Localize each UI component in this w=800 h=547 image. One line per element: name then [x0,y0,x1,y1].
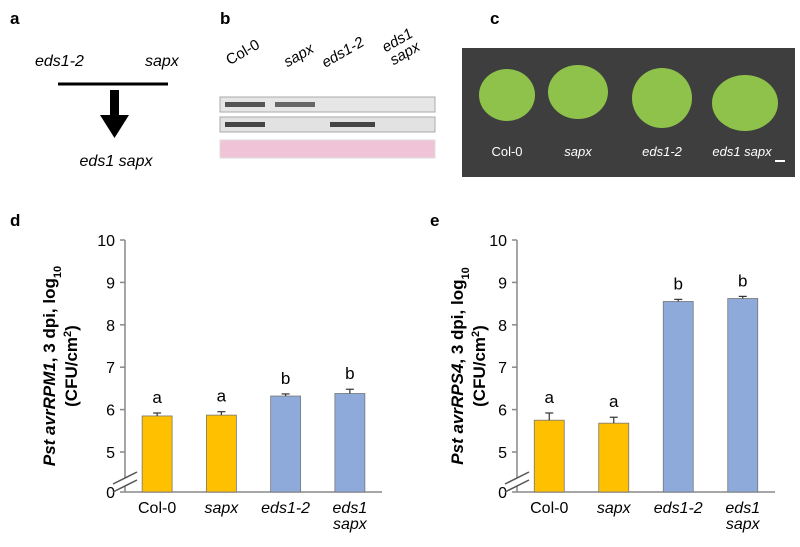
arrow-shaft [110,90,119,117]
plant-label: sapx [564,144,592,159]
y-axis-label: (CFU/cm2) [62,325,81,407]
x-tick-label: eds1 sapx [725,500,761,533]
x-tick-label: sapx [596,500,631,517]
bar [533,419,565,493]
y-tick-label: 5 [106,445,115,462]
panel-label: e [430,211,439,230]
axis-break [112,471,138,485]
panel-label: d [10,211,20,230]
band [275,102,315,107]
axis-break [112,479,138,493]
bar [141,415,173,493]
plant-label: Col-0 [491,144,522,159]
y-tick-label: 10 [97,233,115,250]
y-tick-label: 6 [498,403,507,420]
y-tick-label: 7 [498,360,507,377]
y-axis-label-part: 2 [62,331,74,337]
significance-letter: b [738,271,747,290]
band [225,102,265,107]
bar [334,393,366,493]
y-tick-label: 10 [489,233,507,250]
y-axis-label-part: 10 [52,266,64,278]
error-bar [674,298,683,302]
significance-letter: a [217,387,227,406]
bar [270,395,302,493]
band [330,122,375,127]
y-axis-label: (CFU/cm2) [470,325,489,407]
y-axis-label-part: (CFU/cm [62,337,81,407]
significance-letter: a [152,388,162,407]
y-axis-label: Pst avrRPS4, 3 dpi, log10 [448,267,472,464]
error-bar [738,295,747,299]
x-tick-label: Col-0 [138,500,177,517]
error-bar [609,416,618,424]
axis-break-gap [116,478,134,486]
axis-break [504,479,530,493]
parent-label: sapx [145,53,180,70]
significance-letter: a [545,388,555,407]
y-axis-label-part: 10 [460,267,472,279]
error-bar [545,412,554,421]
panel-label: c [490,9,499,28]
error-bar [281,393,290,397]
y-tick-label: 0 [106,485,115,502]
plant-label: eds1 sapx [712,144,772,159]
bar [205,414,237,493]
significance-letter: b [674,274,683,293]
x-tick-label: Col-0 [530,500,569,517]
x-tick-label: eds1 sapx [332,500,368,533]
y-axis-label-part: ) [470,325,489,331]
y-tick-label: 8 [106,318,115,335]
significance-letter: b [281,369,290,388]
x-tick-label: eds1-2 [261,500,311,517]
x-tick-label: eds1-2 [653,500,703,517]
parent-label: eds1-2 [35,53,84,70]
y-axis-label-part: ) [62,325,81,331]
y-axis-label: Pst avrRPM1, 3 dpi, log10 [40,266,64,466]
x-tick-label: sapx [204,500,239,517]
y-tick-label: 8 [498,318,507,335]
bar [727,298,759,493]
panel-label: a [10,9,20,28]
cross-label: eds1 sapx [80,153,154,170]
y-axis-label-part: Pst avrRPM1 [40,362,59,466]
rosettes [479,65,778,131]
error-bar [217,411,226,416]
blot-strip [219,116,436,133]
y-tick-label: 0 [498,485,507,502]
ponceau-strip [219,139,436,159]
y-axis-label-part: 2 [470,331,482,337]
significance-letter: b [345,364,354,383]
bar [598,422,630,493]
error-bar [345,388,354,394]
significance-letter: a [609,392,619,411]
band [225,122,265,127]
axis-break [504,471,530,485]
y-axis-label-part: , 3 dpi, log [40,278,59,362]
scale-bar [775,160,785,162]
axis-break-gap [508,478,526,486]
arrow-head [100,115,129,138]
blot-strip [219,96,436,113]
error-bar [153,412,162,416]
y-tick-label: 9 [106,275,115,292]
y-tick-label: 6 [106,403,115,420]
y-axis-label-part: Pst avrRPS4 [448,363,467,465]
y-axis-label-part: (CFU/cm [470,337,489,407]
y-tick-label: 7 [106,360,115,377]
plant-label: eds1-2 [642,144,683,159]
y-axis-label-part: , 3 dpi, log [448,280,467,364]
y-tick-label: 9 [498,275,507,292]
bar [662,301,694,493]
y-tick-label: 5 [498,445,507,462]
panel-label: b [220,9,230,28]
